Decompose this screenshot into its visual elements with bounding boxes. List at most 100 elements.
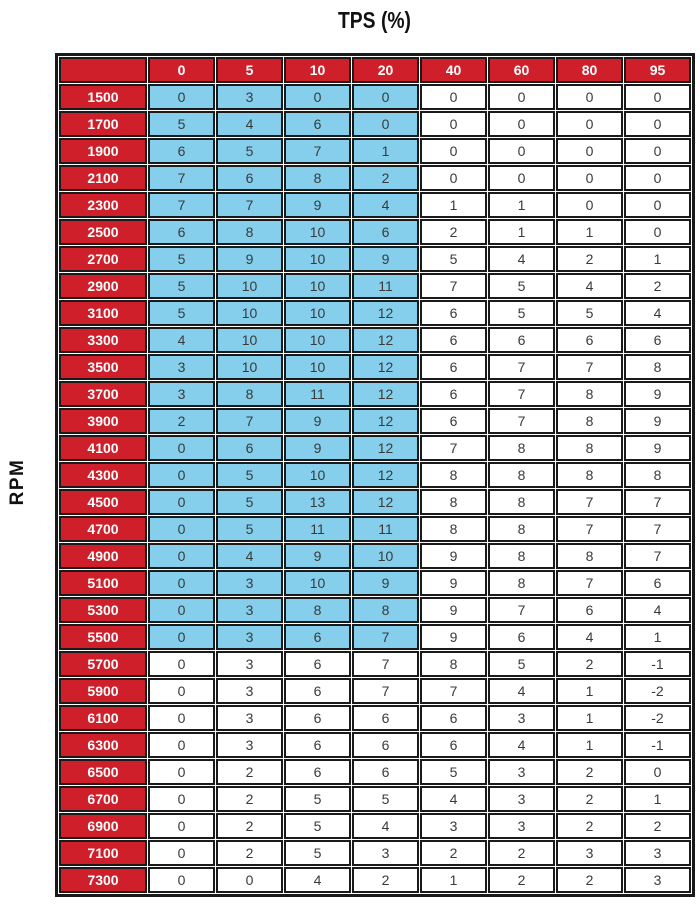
table-row: 7100 0 2 5 3 2 2 3 3 (59, 840, 691, 866)
value-cell: 6 (216, 435, 283, 461)
value-cell: 0 (216, 867, 283, 893)
value-cell: 0 (488, 138, 555, 164)
value-cell: 7 (488, 597, 555, 623)
table-row: 5300 0 3 8 8 9 7 6 4 (59, 597, 691, 623)
value-cell: 8 (488, 570, 555, 596)
value-cell: 4 (284, 867, 351, 893)
value-cell: 12 (352, 381, 419, 407)
column-header: 60 (488, 57, 555, 83)
row-header: 5300 (59, 597, 147, 623)
value-cell: 0 (148, 543, 215, 569)
value-cell: 11 (352, 516, 419, 542)
table-row: 5100 0 3 10 9 9 8 7 6 (59, 570, 691, 596)
value-cell: 8 (488, 516, 555, 542)
value-cell: 10 (216, 327, 283, 353)
row-header: 4100 (59, 435, 147, 461)
value-cell: 9 (624, 381, 691, 407)
value-cell: 2 (488, 840, 555, 866)
value-cell: 12 (352, 327, 419, 353)
value-cell: 7 (420, 435, 487, 461)
value-cell: 8 (488, 462, 555, 488)
value-cell: 3 (216, 570, 283, 596)
header-row: 0 5 10 20 40 60 80 95 (59, 57, 691, 83)
value-cell: 5 (420, 759, 487, 785)
value-cell: 8 (556, 462, 623, 488)
value-cell: 3 (488, 786, 555, 812)
row-header: 4500 (59, 489, 147, 515)
row-header: 5100 (59, 570, 147, 596)
value-cell: 8 (352, 597, 419, 623)
value-cell: 0 (148, 759, 215, 785)
value-cell: 5 (556, 300, 623, 326)
row-header: 2500 (59, 219, 147, 245)
value-cell: 7 (352, 651, 419, 677)
table-row: 1700 5 4 6 0 0 0 0 0 (59, 111, 691, 137)
value-cell: 7 (148, 192, 215, 218)
value-cell: 0 (624, 165, 691, 191)
value-cell: 2 (556, 867, 623, 893)
value-cell: 7 (556, 516, 623, 542)
table-row: 4100 0 6 9 12 7 8 8 9 (59, 435, 691, 461)
table-row: 4700 0 5 11 11 8 8 7 7 (59, 516, 691, 542)
value-cell: 10 (284, 354, 351, 380)
value-cell: 5 (216, 489, 283, 515)
row-header: 2900 (59, 273, 147, 299)
value-cell: 5 (420, 246, 487, 272)
table-row: 5900 0 3 6 7 7 4 1 -2 (59, 678, 691, 704)
value-cell: 5 (148, 300, 215, 326)
table-row: 2900 5 10 10 11 7 5 4 2 (59, 273, 691, 299)
value-cell: 0 (148, 678, 215, 704)
value-cell: 0 (624, 219, 691, 245)
value-cell: 7 (488, 354, 555, 380)
table-row: 6500 0 2 6 6 5 3 2 0 (59, 759, 691, 785)
table-body: 1500 0 3 0 0 0 0 0 0 1700 5 4 6 0 0 0 0 0 1900 6 5 7 1 0 0 0 0 2100… (59, 84, 691, 893)
value-cell: 0 (624, 84, 691, 110)
corner-cell (59, 57, 147, 83)
value-cell: 2 (420, 219, 487, 245)
value-cell: 6 (284, 705, 351, 731)
value-cell: 9 (420, 570, 487, 596)
value-cell: 12 (352, 489, 419, 515)
value-cell: 10 (284, 570, 351, 596)
value-cell: 0 (148, 84, 215, 110)
value-cell: 3 (216, 705, 283, 731)
value-cell: 0 (148, 813, 215, 839)
table-row: 2300 7 7 9 4 1 1 0 0 (59, 192, 691, 218)
value-cell: 4 (488, 246, 555, 272)
value-cell: 7 (624, 543, 691, 569)
value-cell: 0 (556, 165, 623, 191)
value-cell: 6 (556, 597, 623, 623)
value-cell: 2 (216, 759, 283, 785)
value-cell: 6 (420, 705, 487, 731)
table-row: 2100 7 6 8 2 0 0 0 0 (59, 165, 691, 191)
value-cell: 3 (216, 84, 283, 110)
value-cell: 5 (148, 111, 215, 137)
value-cell: 1 (556, 705, 623, 731)
value-cell: 0 (556, 84, 623, 110)
value-cell: 6 (284, 759, 351, 785)
value-cell: 8 (284, 597, 351, 623)
table-row: 1500 0 3 0 0 0 0 0 0 (59, 84, 691, 110)
value-cell: -1 (624, 732, 691, 758)
value-cell: 7 (352, 678, 419, 704)
value-cell: 6 (420, 732, 487, 758)
value-cell: 6 (624, 327, 691, 353)
value-cell: 1 (488, 192, 555, 218)
value-cell: 8 (488, 489, 555, 515)
value-cell: 7 (624, 516, 691, 542)
value-cell: 0 (148, 570, 215, 596)
value-cell: 7 (556, 354, 623, 380)
value-cell: 7 (352, 624, 419, 650)
value-cell: 10 (284, 246, 351, 272)
value-cell: 9 (284, 543, 351, 569)
value-cell: 1 (420, 867, 487, 893)
row-header: 2100 (59, 165, 147, 191)
table-row: 2500 6 8 10 6 2 1 1 0 (59, 219, 691, 245)
row-header: 1500 (59, 84, 147, 110)
column-header: 5 (216, 57, 283, 83)
value-cell: 3 (216, 624, 283, 650)
value-cell: 9 (624, 435, 691, 461)
value-cell: 6 (284, 111, 351, 137)
table-row: 6700 0 2 5 5 4 3 2 1 (59, 786, 691, 812)
value-cell: 10 (284, 327, 351, 353)
